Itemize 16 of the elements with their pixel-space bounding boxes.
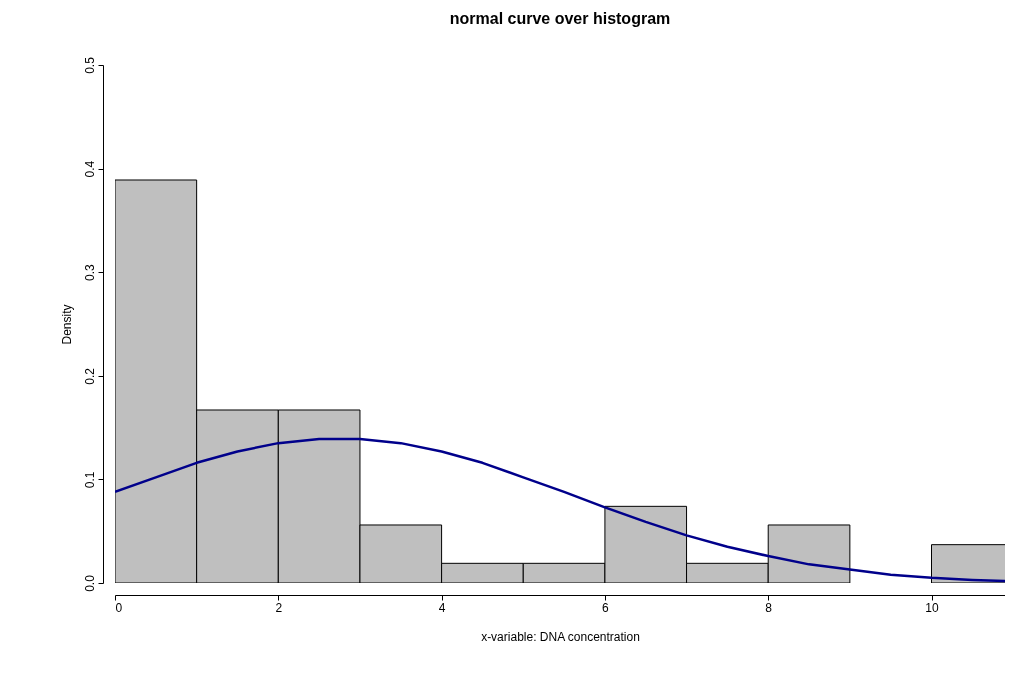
y-tick-label: 0.3 [82, 264, 97, 282]
x-tick-label: 6 [602, 600, 610, 615]
y-tick-label: 0.0 [82, 574, 97, 592]
y-tick-label: 0.2 [82, 367, 97, 385]
y-tick-label: 0.4 [82, 160, 97, 178]
x-tick-label: 4 [438, 600, 446, 615]
line-series [115, 437, 1005, 583]
x-tick-label: 2 [275, 600, 283, 615]
y-tick-label: 0.1 [82, 471, 97, 489]
x-tick-label: 10 [925, 600, 940, 615]
x-tick-label: 8 [765, 600, 773, 615]
x-tick-label: 0 [115, 600, 123, 615]
chart-title: normal curve over histogram [449, 9, 671, 27]
y-tick-label: 0.5 [82, 56, 97, 74]
y-axis-title: Density [59, 304, 74, 345]
x-axis-title: x-variable: DNA concentration [481, 629, 640, 644]
